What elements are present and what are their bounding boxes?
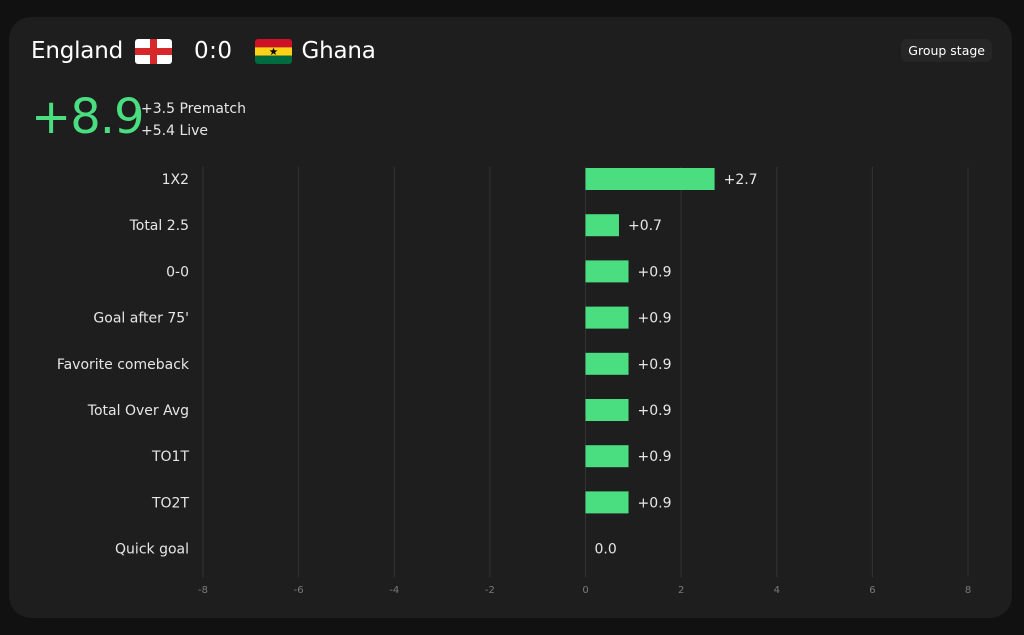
x-tick-label: 8 [965,585,971,596]
x-tick-label: -8 [198,585,208,596]
x-tick-label: 0 [582,585,588,596]
bar-chart: -8 -6 -4 -2 0 2 4 6 8 1X2 +2.7 Total 2.5 +0.7 0-0 +0.9… [57,167,971,596]
england-flag-icon [134,38,172,64]
bar [585,399,629,421]
x-tick-label: 4 [774,585,780,596]
value-label: 0.0 [595,542,617,558]
value-label: +0.9 [638,357,672,373]
x-tick-label: -2 [485,585,495,596]
value-label: +0.9 [638,449,672,465]
match-header: England 0:0 Ghana [31,35,376,67]
bar [585,445,629,468]
category-label: TO2T [151,495,189,511]
value-label: +0.7 [628,218,662,234]
value-label: +2.7 [724,172,758,188]
match-score: 0:0 [193,38,233,64]
x-tick-label: 2 [678,585,684,596]
breakdown: +3.5 Prematch +5.4 Live [141,98,246,142]
bar [585,168,715,190]
value-label: +0.9 [638,264,672,280]
category-label: 1X2 [162,172,189,188]
x-tick-label: -4 [389,585,399,596]
bar [585,214,619,237]
bar [585,260,629,283]
value-label: +0.9 [638,403,672,419]
bar [585,306,629,329]
value-label: +0.9 [638,495,672,511]
x-tick-label: -6 [294,585,304,596]
prematch-value: +3.5 Prematch [141,101,246,117]
category-label: Goal after 75' [93,311,189,327]
category-label: TO1T [151,449,189,465]
bar [585,352,629,375]
category-label: 0-0 [166,264,189,280]
category-label: Total Over Avg [87,403,189,419]
live-value: +5.4 Live [141,123,209,139]
x-tick-label: 6 [869,585,875,596]
bar [585,491,629,514]
category-label: Quick goal [115,542,189,558]
stage-badge[interactable]: Group stage [901,39,992,62]
value-label: +0.9 [638,311,672,327]
match-card: England 0:0 Ghana Group stage +8.9 +3.5 … [9,17,1012,618]
ghana-flag-icon [254,38,292,64]
home-team-name: England [31,38,123,64]
away-team-name: Ghana [301,38,376,64]
category-label: Favorite comeback [57,357,190,373]
category-label: Total 2.5 [129,218,189,234]
total-value: +8.9 [31,89,145,145]
